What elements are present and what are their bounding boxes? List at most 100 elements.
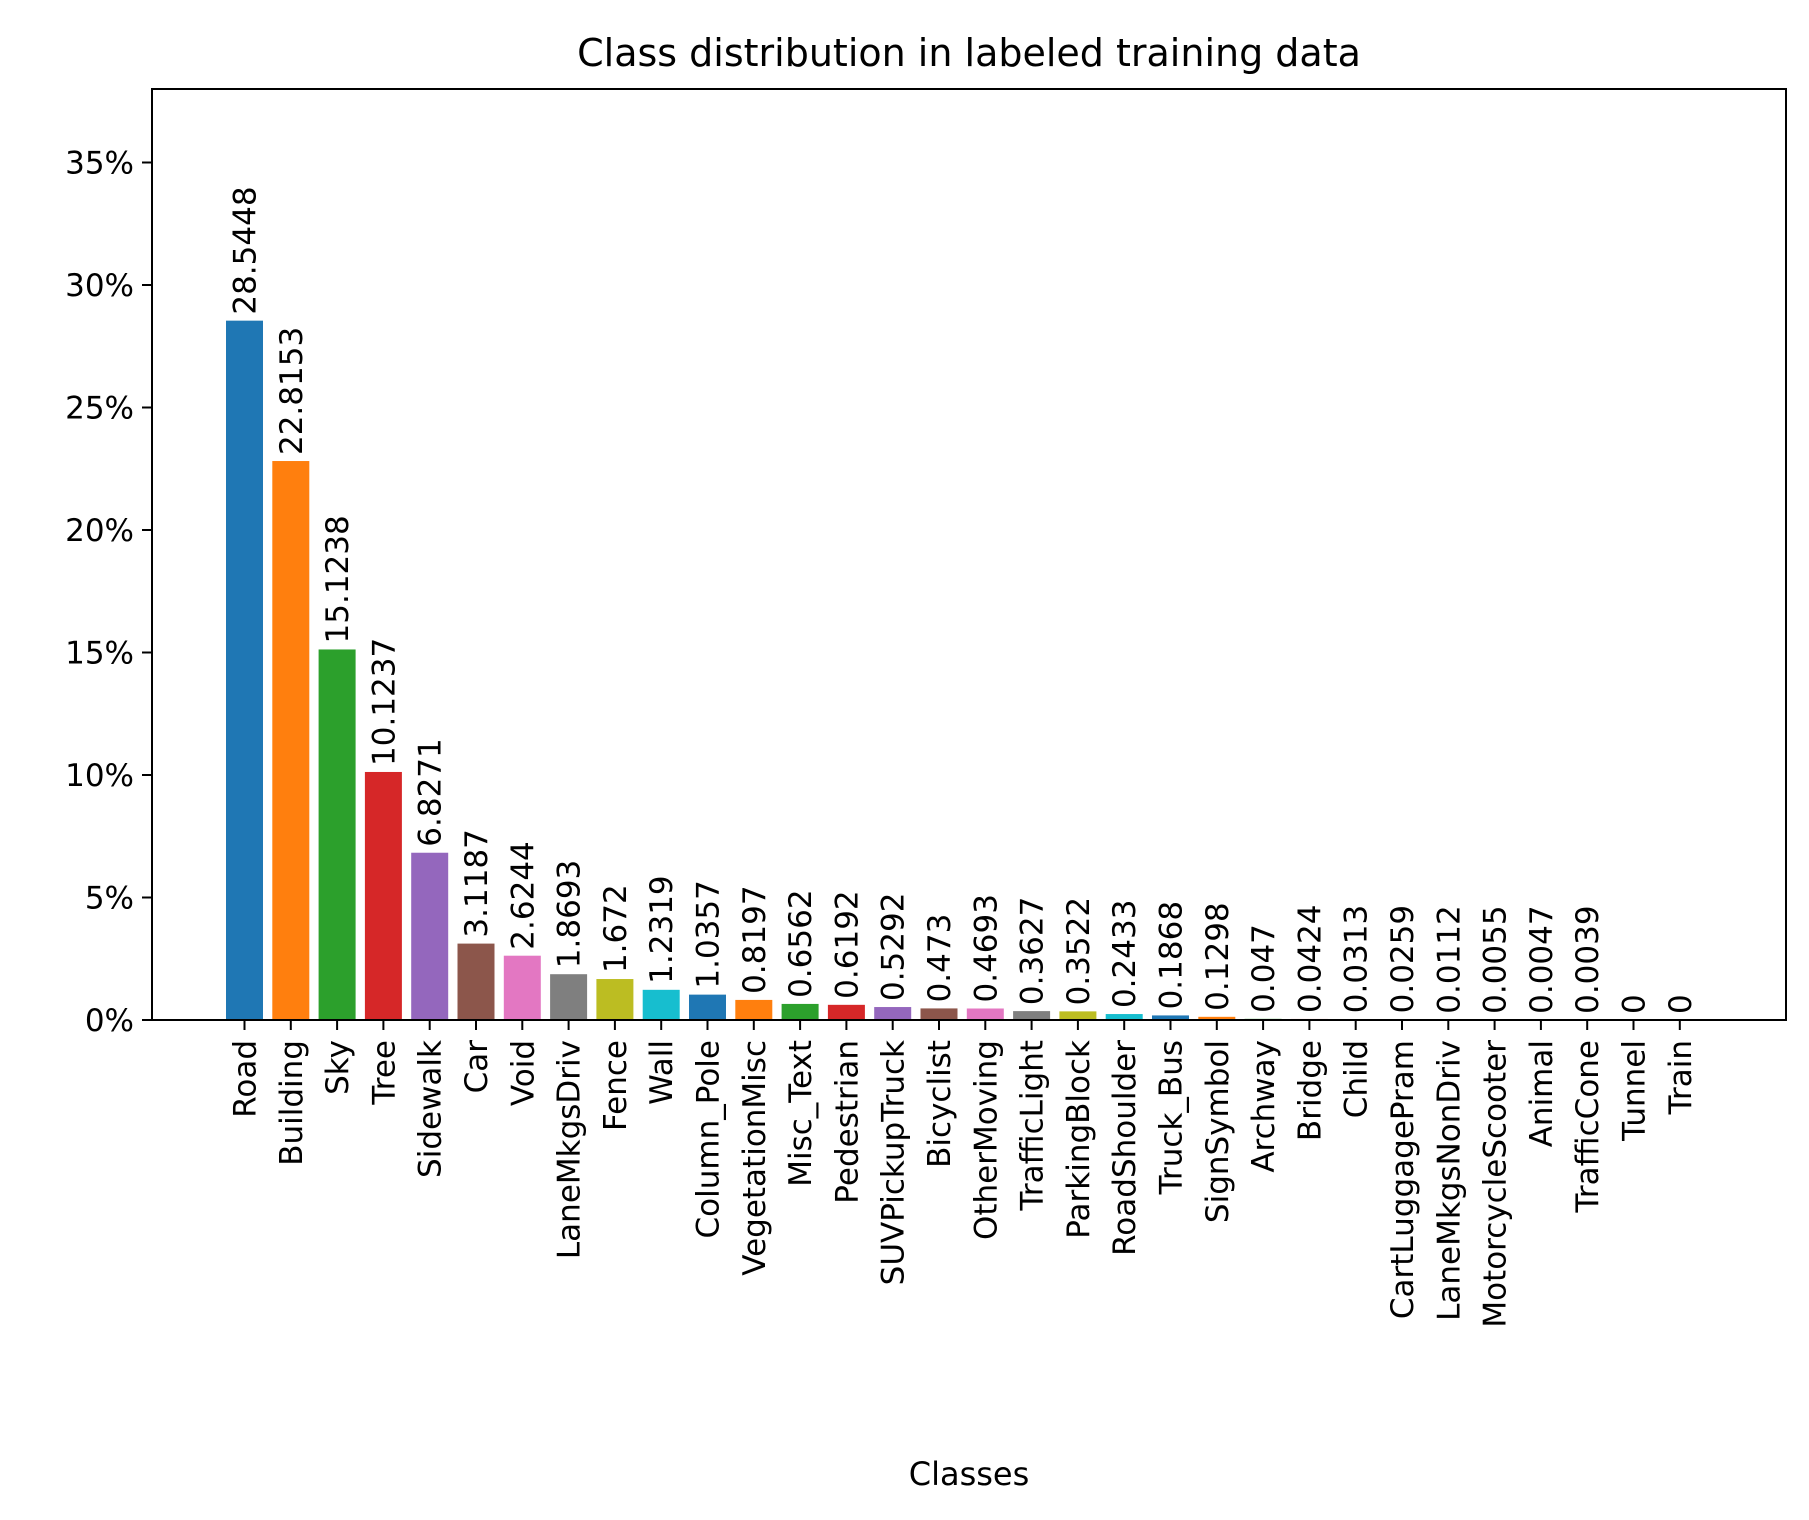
bars	[226, 320, 1606, 1020]
x-tick-label: Sky	[320, 1040, 356, 1095]
value-label: 0.3522	[1061, 897, 1097, 1005]
x-axis: Road Building Sky Tree Sidewalk Car Void LaneMk…	[228, 1020, 1699, 1328]
x-tick-label: Tree	[366, 1040, 402, 1106]
x-tick-label: TrafficLight	[1015, 1040, 1051, 1212]
value-label: 0	[1617, 994, 1653, 1014]
x-tick-label: Train	[1663, 1040, 1699, 1115]
x-tick-label: TrafficCone	[1570, 1040, 1606, 1213]
bar-vegetationmisc	[735, 999, 773, 1020]
value-label: 10.1237	[366, 638, 402, 766]
y-tick-label: 20%	[65, 513, 134, 549]
x-axis-label: Classes	[909, 1455, 1030, 1493]
bar-void	[503, 955, 541, 1020]
bar-road	[226, 320, 263, 1020]
value-label: 0.1298	[1200, 902, 1236, 1010]
bar-bicyclist	[920, 1008, 958, 1020]
x-tick-label: Building	[274, 1040, 310, 1166]
value-label: 0.2433	[1107, 900, 1143, 1008]
value-label: 22.8153	[274, 327, 310, 455]
x-tick-label: Column_Pole	[691, 1040, 727, 1238]
value-label: 0.0313	[1339, 905, 1375, 1013]
x-tick-label: Pedestrian	[829, 1040, 865, 1204]
value-label: 28.5448	[228, 186, 264, 314]
x-tick-label: Road	[228, 1040, 264, 1118]
value-label: 0.473	[922, 914, 958, 1003]
bar-truck_bus	[1152, 1015, 1189, 1020]
x-tick-label: VegetationMisc	[737, 1040, 773, 1276]
x-tick-label: MotorcycleScooter	[1478, 1040, 1514, 1328]
bar-othermoving	[966, 1008, 1004, 1020]
y-tick-label: 5%	[85, 881, 134, 917]
plot-frame	[151, 88, 1787, 1021]
value-label: 0.0039	[1570, 905, 1606, 1013]
x-tick-label: ParkingBlock	[1061, 1040, 1097, 1239]
value-label: 0.0055	[1478, 905, 1514, 1013]
x-tick-label: Bicyclist	[922, 1040, 958, 1168]
bar-building	[272, 461, 310, 1020]
bar-misc_text	[781, 1003, 819, 1020]
chart-title: Class distribution in labeled training d…	[577, 31, 1361, 75]
bar-wall	[642, 989, 680, 1020]
x-tick-label: RoadShoulder	[1107, 1040, 1143, 1256]
value-labels: 28.5448 22.8153 15.1238 10.1237 6.8271 3.1187…	[228, 186, 1699, 1014]
x-tick-label: Car	[459, 1040, 495, 1094]
value-label: 0.5292	[876, 893, 912, 1001]
bar-sky	[318, 649, 356, 1020]
value-label: 6.8271	[413, 738, 449, 846]
x-tick-label: LaneMkgsDriv	[552, 1040, 588, 1259]
value-label: 3.1187	[459, 829, 495, 937]
bar-tree	[364, 771, 402, 1020]
value-label: 0.047	[1246, 924, 1282, 1013]
x-tick-label: Sidewalk	[413, 1040, 449, 1178]
x-tick-label: Animal	[1524, 1040, 1560, 1147]
x-tick-label: OtherMoving	[968, 1040, 1004, 1240]
value-label: 0.0112	[1431, 905, 1467, 1013]
value-label: 0.6192	[829, 890, 865, 998]
y-tick-label: 25%	[65, 391, 134, 427]
x-tick-label: SignSymbol	[1200, 1040, 1236, 1223]
bar-trafficlight	[1013, 1011, 1051, 1020]
y-tick-label: 0%	[85, 1003, 134, 1039]
value-label: 0.6562	[783, 889, 819, 997]
value-label: 0.4693	[968, 894, 1004, 1002]
value-label: 0.0424	[1292, 904, 1328, 1012]
y-axis: 0% 5% 10% 15% 20% 25% 30% 35%	[65, 146, 152, 1039]
y-tick-label: 10%	[65, 758, 134, 794]
y-tick-label: 30%	[65, 268, 134, 304]
x-tick-label: LaneMkgsNonDriv	[1431, 1040, 1467, 1321]
x-tick-label: CartLuggagePram	[1385, 1040, 1421, 1319]
x-tick-label: Truck_Bus	[1154, 1040, 1190, 1195]
value-label: 15.1238	[320, 515, 356, 643]
bar-column_pole	[689, 994, 726, 1020]
value-label: 0.0259	[1385, 905, 1421, 1013]
x-tick-label: Archway	[1246, 1040, 1282, 1173]
value-label: 1.672	[598, 884, 634, 973]
value-label: 2.6244	[505, 841, 541, 949]
x-tick-label: Fence	[598, 1040, 634, 1131]
bar-car	[457, 943, 495, 1020]
bar-suvpickuptruck	[874, 1007, 912, 1020]
y-tick-label: 15%	[65, 636, 134, 672]
x-tick-label: Wall	[644, 1040, 680, 1105]
value-label: 0.3627	[1015, 897, 1051, 1005]
x-tick-label: Void	[505, 1040, 541, 1106]
bar-signsymbol	[1198, 1016, 1236, 1020]
bar-parkingblock	[1059, 1011, 1097, 1020]
x-tick-label: Bridge	[1292, 1040, 1328, 1141]
bar-sidewalk	[411, 852, 449, 1020]
bar-fence	[596, 979, 634, 1020]
bar-lanemkgsdriv	[550, 974, 588, 1020]
x-tick-label: Child	[1339, 1040, 1375, 1118]
x-tick-label: Misc_Text	[783, 1040, 819, 1187]
value-label: 0	[1663, 994, 1699, 1014]
x-tick-label: Tunnel	[1617, 1040, 1653, 1142]
bar-roadshoulder	[1105, 1014, 1143, 1020]
value-label: 0.8197	[737, 885, 773, 993]
x-tick-label: SUVPickupTruck	[876, 1040, 912, 1285]
value-label: 1.2319	[644, 875, 680, 983]
value-label: 0.1868	[1154, 901, 1190, 1009]
bar-pedestrian	[827, 1004, 865, 1020]
value-label: 0.0047	[1524, 905, 1560, 1013]
value-label: 1.8693	[552, 860, 588, 968]
